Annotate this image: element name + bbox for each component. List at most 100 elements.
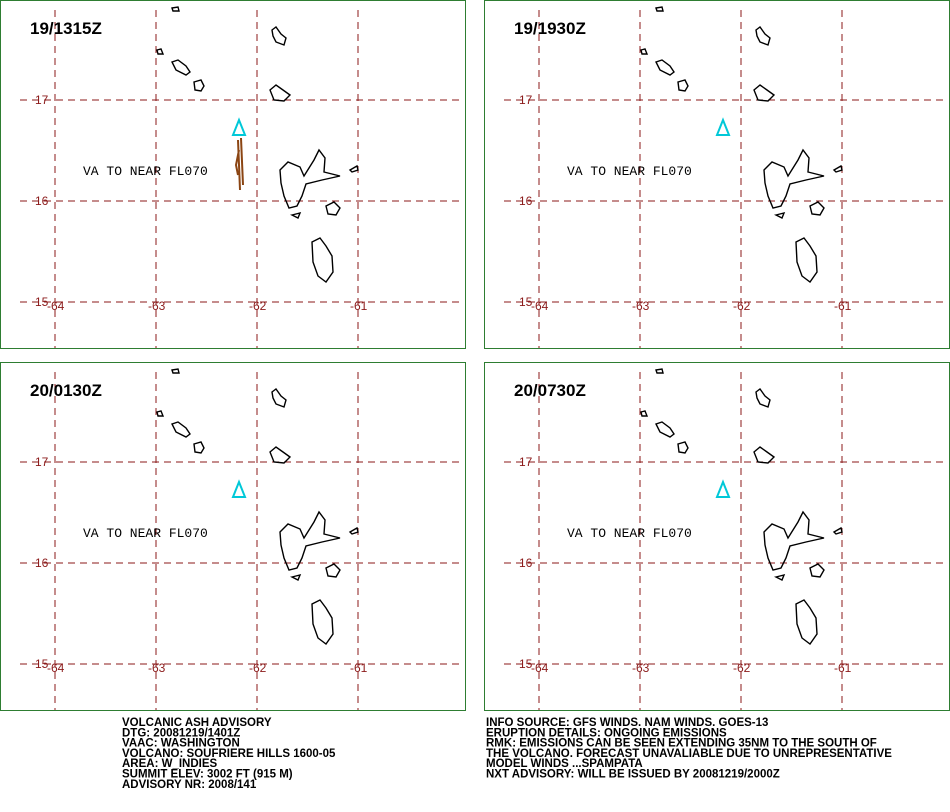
latitude-label: 15	[519, 295, 533, 309]
coastline	[171, 421, 191, 438]
advisory-line: RMK: EMISSIONS CAN BE SEEN EXTENDING 35N…	[486, 738, 877, 750]
latitude-label: 17	[519, 93, 533, 107]
coastline	[171, 368, 180, 374]
map-panel: -64 -63 -62 -61 17 16 15 20/0730Z VA TO NEAR FL0…	[484, 362, 950, 711]
advisory-line: MODEL WINDS ...SPAMPATA	[486, 758, 643, 770]
latitude-label: 17	[35, 455, 49, 469]
volcano-symbol	[231, 479, 247, 498]
advisory-line: VAAC: WASHINGTON	[122, 738, 240, 750]
coastline	[763, 148, 825, 209]
coastline	[279, 510, 341, 571]
coastline	[809, 201, 825, 216]
longitude-label: -61	[834, 299, 852, 313]
advisory-line: SUMMIT ELEV: 3002 FT (915 M)	[122, 769, 293, 781]
longitude-label: -64	[531, 299, 549, 313]
panel-time: 19/1930Z	[514, 19, 586, 38]
advisory-line: ADVISORY NR: 2008/141	[122, 779, 257, 791]
latitude-label: 17	[35, 93, 49, 107]
coastline	[753, 84, 776, 102]
coastline	[271, 388, 287, 408]
longitude-label: -63	[148, 661, 166, 675]
panel-frame	[0, 0, 466, 349]
map-panel: -64 -63 -62 -61 17 16 15 19/1930Z VA TO NEAR FL0…	[484, 0, 950, 349]
latitude-label: 16	[519, 194, 533, 208]
coastline	[795, 237, 818, 283]
latitude-label: 15	[35, 657, 49, 671]
coastline	[269, 84, 292, 102]
panel-time: 20/0730Z	[514, 381, 586, 400]
ash-note: VA TO NEAR FL070	[83, 164, 208, 179]
coastline	[311, 599, 334, 645]
longitude-label: -64	[47, 661, 65, 675]
panel-frame	[0, 362, 466, 711]
coastline	[640, 410, 649, 417]
coastline	[677, 79, 689, 92]
coastline	[773, 573, 786, 581]
longitude-label: -63	[148, 299, 166, 313]
longitude-label: -63	[632, 299, 650, 313]
coastline	[809, 563, 825, 578]
coastline	[655, 368, 664, 374]
longitude-label: -62	[249, 299, 267, 313]
coastline	[193, 79, 205, 92]
coastline	[763, 510, 825, 571]
coastline	[311, 237, 334, 283]
coastline	[156, 410, 165, 417]
coastline	[325, 201, 341, 216]
coastline	[640, 48, 649, 55]
coastline	[271, 26, 287, 46]
volcano-symbol	[715, 479, 731, 498]
coastline	[171, 59, 191, 76]
coastline	[655, 59, 675, 76]
volcano-symbol	[715, 117, 731, 136]
latitude-label: 16	[35, 194, 49, 208]
coastline	[677, 441, 689, 454]
ash-note: VA TO NEAR FL070	[567, 164, 692, 179]
coastline	[289, 573, 302, 581]
latitude-label: 15	[35, 295, 49, 309]
advisory-line: AREA: W_INDIES	[122, 758, 218, 770]
map-panel: -64 -63 -62 -61 17 16 15 20/0130Z VA TO NEAR FL0…	[0, 362, 466, 711]
advisory-line: VOLCANO: SOUFRIERE HILLS 1600-05	[122, 748, 336, 760]
volcano-symbol	[231, 117, 247, 136]
advisory-line: VOLCANIC ASH ADVISORY	[122, 717, 272, 729]
coastline	[289, 211, 302, 219]
longitude-label: -61	[350, 661, 368, 675]
coastline	[832, 526, 843, 535]
longitude-label: -62	[249, 661, 267, 675]
longitude-label: -61	[834, 661, 852, 675]
advisory-line: THE VOLCANO. FORECAST UNAVALIABLE DUE TO…	[486, 748, 892, 760]
coastline	[193, 441, 205, 454]
ash-note: VA TO NEAR FL070	[567, 526, 692, 541]
coastline	[755, 26, 771, 46]
ash-note: VA TO NEAR FL070	[83, 526, 208, 541]
coastline	[156, 48, 165, 55]
coastline	[348, 164, 359, 173]
coastline	[832, 164, 843, 173]
panel-time: 19/1315Z	[30, 19, 102, 38]
latitude-label: 16	[519, 556, 533, 570]
map-panel: -64 -63 -62 -61 17 16 15 19/1315Z VA TO NEAR FL0…	[0, 0, 466, 349]
coastline	[755, 388, 771, 408]
longitude-label: -64	[47, 299, 65, 313]
longitude-label: -62	[733, 661, 751, 675]
coastline	[279, 148, 341, 209]
coastline	[753, 446, 776, 464]
longitude-label: -63	[632, 661, 650, 675]
latitude-label: 16	[35, 556, 49, 570]
advisory-line: NXT ADVISORY: WILL BE ISSUED BY 20081219…	[486, 769, 780, 781]
coastline	[348, 526, 359, 535]
coastline	[325, 563, 341, 578]
panel-time: 20/0130Z	[30, 381, 102, 400]
longitude-label: -61	[350, 299, 368, 313]
coastline	[269, 446, 292, 464]
advisory-line: ERUPTION DETAILS: ONGOING EMISSIONS	[486, 727, 727, 739]
longitude-label: -62	[733, 299, 751, 313]
advisory-line: DTG: 20081219/1401Z	[122, 727, 240, 739]
advisory-line: INFO SOURCE: GFS WINDS. NAM WINDS. GOES-…	[486, 717, 768, 729]
coastline	[795, 599, 818, 645]
coastline	[655, 6, 664, 12]
latitude-label: 17	[519, 455, 533, 469]
